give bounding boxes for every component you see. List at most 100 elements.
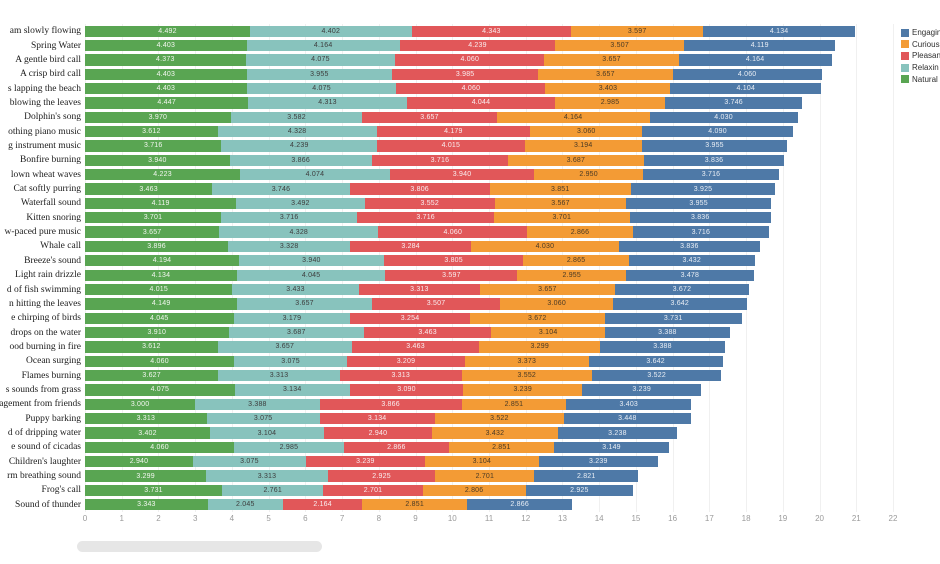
bar-segment-curious[interactable]: 2.950 [534, 169, 643, 181]
bar-segment-relaxing[interactable]: 3.313 [218, 369, 340, 382]
bar-segment-relaxing[interactable]: 4.045 [236, 269, 386, 281]
bar-segment-curious[interactable]: 3.597 [571, 25, 704, 37]
bar-segment-curious[interactable]: 3.687 [508, 154, 644, 167]
bar-segment-engaging[interactable]: 4.090 [642, 125, 793, 138]
bar-segment-engaging[interactable]: 4.134 [703, 25, 856, 37]
bar-segment-engaging[interactable]: 4.164 [678, 54, 832, 66]
bar-segment-engaging[interactable]: 3.448 [564, 413, 691, 425]
legend-item-natural[interactable]: Natural [901, 73, 940, 85]
bar-segment-relaxing[interactable]: 3.134 [234, 384, 350, 396]
legend-item-engaging[interactable]: Engagin [901, 27, 940, 39]
bar-segment-engaging[interactable]: 3.239 [538, 456, 658, 468]
bar-segment-pleasant[interactable]: 2.164 [282, 499, 363, 511]
bar-segment-natural[interactable]: 3.657 [85, 226, 220, 238]
bar-segment-pleasant[interactable]: 4.060 [395, 54, 545, 66]
bar-segment-natural[interactable]: 4.223 [85, 169, 241, 181]
bar-segment-engaging[interactable]: 3.925 [630, 183, 776, 195]
bar-segment-curious[interactable]: 4.030 [470, 240, 619, 253]
horizontal-scrollbar[interactable] [77, 541, 322, 552]
bar-segment-relaxing[interactable]: 3.657 [217, 341, 352, 353]
bar-segment-natural[interactable]: 4.060 [85, 441, 235, 454]
bar-segment-engaging[interactable]: 2.925 [525, 484, 634, 497]
bar-segment-curious[interactable]: 2.851 [461, 398, 567, 411]
bar-segment-relaxing[interactable]: 3.955 [246, 68, 392, 80]
bar-segment-natural[interactable]: 4.119 [85, 197, 237, 210]
bar-segment-curious[interactable]: 3.657 [538, 68, 673, 80]
bar-segment-engaging[interactable]: 3.388 [600, 341, 725, 353]
bar-segment-relaxing[interactable]: 3.075 [192, 456, 306, 468]
bar-segment-curious[interactable]: 2.865 [523, 255, 629, 267]
bar-segment-curious[interactable]: 3.373 [464, 355, 589, 367]
bar-segment-engaging[interactable]: 3.239 [582, 384, 702, 396]
bar-segment-pleasant[interactable]: 3.806 [349, 183, 490, 195]
bar-segment-curious[interactable]: 2.851 [362, 499, 468, 511]
bar-segment-relaxing[interactable]: 3.582 [230, 111, 363, 123]
bar-segment-relaxing[interactable]: 3.328 [228, 240, 351, 253]
bar-segment-natural[interactable]: 2.940 [85, 456, 193, 468]
bar-segment-natural[interactable]: 4.403 [85, 82, 247, 95]
bar-segment-engaging[interactable]: 3.731 [604, 312, 742, 324]
bar-segment-pleasant[interactable]: 3.463 [351, 341, 480, 353]
bar-segment-pleasant[interactable]: 4.015 [377, 140, 525, 152]
bar-segment-natural[interactable]: 4.015 [85, 283, 233, 296]
bar-segment-natural[interactable]: 4.403 [85, 68, 247, 80]
legend-item-relaxing[interactable]: Relaxin [901, 62, 940, 74]
bar-segment-curious[interactable]: 3.657 [544, 54, 679, 66]
bar-segment-relaxing[interactable]: 3.075 [234, 355, 348, 367]
bar-segment-natural[interactable]: 4.403 [85, 39, 247, 52]
bar-segment-natural[interactable]: 3.896 [85, 240, 229, 253]
bar-segment-pleasant[interactable]: 3.716 [371, 154, 509, 167]
bar-segment-curious[interactable]: 4.164 [496, 111, 650, 123]
bar-segment-pleasant[interactable]: 4.239 [399, 39, 556, 52]
bar-segment-engaging[interactable]: 3.642 [612, 298, 747, 310]
bar-segment-curious[interactable]: 3.657 [480, 283, 615, 296]
bar-segment-relaxing[interactable]: 3.716 [220, 212, 358, 224]
bar-segment-engaging[interactable]: 3.955 [625, 197, 772, 210]
bar-segment-pleasant[interactable]: 3.805 [383, 255, 524, 267]
bar-segment-pleasant[interactable]: 3.239 [305, 456, 425, 468]
bar-segment-pleasant[interactable]: 3.254 [350, 312, 470, 324]
bar-segment-natural[interactable]: 3.000 [85, 398, 196, 411]
bar-segment-engaging[interactable]: 3.836 [629, 212, 771, 224]
bar-segment-pleasant[interactable]: 3.716 [357, 212, 494, 224]
bar-segment-natural[interactable]: 3.463 [85, 183, 213, 195]
bar-segment-natural[interactable]: 3.701 [85, 212, 221, 224]
bar-segment-curious[interactable]: 3.060 [500, 298, 613, 310]
bar-segment-relaxing[interactable]: 4.239 [221, 140, 378, 152]
bar-segment-relaxing[interactable]: 3.492 [236, 197, 365, 210]
bar-segment-pleasant[interactable]: 3.313 [358, 283, 481, 296]
bar-segment-engaging[interactable]: 3.746 [664, 97, 803, 109]
bar-segment-relaxing[interactable]: 3.746 [212, 183, 350, 195]
bar-segment-pleasant[interactable]: 4.343 [411, 25, 572, 37]
bar-segment-engaging[interactable]: 3.238 [557, 427, 677, 439]
bar-segment-relaxing[interactable]: 3.940 [239, 255, 384, 267]
bar-segment-relaxing[interactable]: 4.075 [246, 82, 397, 95]
bar-segment-engaging[interactable]: 3.836 [618, 240, 760, 253]
bar-segment-natural[interactable]: 3.402 [85, 427, 210, 439]
bar-segment-curious[interactable]: 3.194 [524, 140, 642, 152]
bar-segment-pleasant[interactable]: 4.060 [378, 226, 528, 238]
bar-segment-curious[interactable]: 2.701 [435, 470, 535, 482]
bar-segment-curious[interactable]: 3.851 [489, 183, 631, 195]
bar-segment-curious[interactable]: 2.866 [527, 226, 633, 238]
bar-segment-natural[interactable]: 4.447 [85, 97, 249, 109]
bar-segment-engaging[interactable]: 3.955 [641, 140, 788, 152]
bar-segment-engaging[interactable]: 3.642 [588, 355, 723, 367]
bar-segment-relaxing[interactable]: 3.075 [206, 413, 320, 425]
bar-segment-pleasant[interactable]: 2.866 [343, 441, 449, 454]
bar-segment-relaxing[interactable]: 4.074 [240, 169, 390, 181]
bar-segment-pleasant[interactable]: 3.090 [349, 384, 464, 396]
bar-segment-relaxing[interactable]: 3.313 [206, 470, 328, 482]
bar-segment-pleasant[interactable]: 3.940 [389, 169, 535, 181]
legend-item-pleasant[interactable]: Pleasan [901, 50, 940, 62]
bar-segment-pleasant[interactable]: 3.985 [391, 68, 539, 80]
bar-segment-pleasant[interactable]: 3.657 [362, 111, 497, 123]
bar-segment-natural[interactable]: 3.313 [85, 413, 207, 425]
bar-segment-curious[interactable]: 2.806 [422, 484, 526, 497]
bar-segment-curious[interactable]: 3.299 [479, 341, 601, 353]
bar-segment-curious[interactable]: 3.701 [493, 212, 630, 224]
bar-segment-curious[interactable]: 3.672 [469, 312, 605, 324]
bar-segment-engaging[interactable]: 2.821 [534, 470, 639, 482]
bar-segment-pleasant[interactable]: 4.179 [376, 125, 531, 138]
bar-segment-pleasant[interactable]: 3.866 [319, 398, 462, 411]
